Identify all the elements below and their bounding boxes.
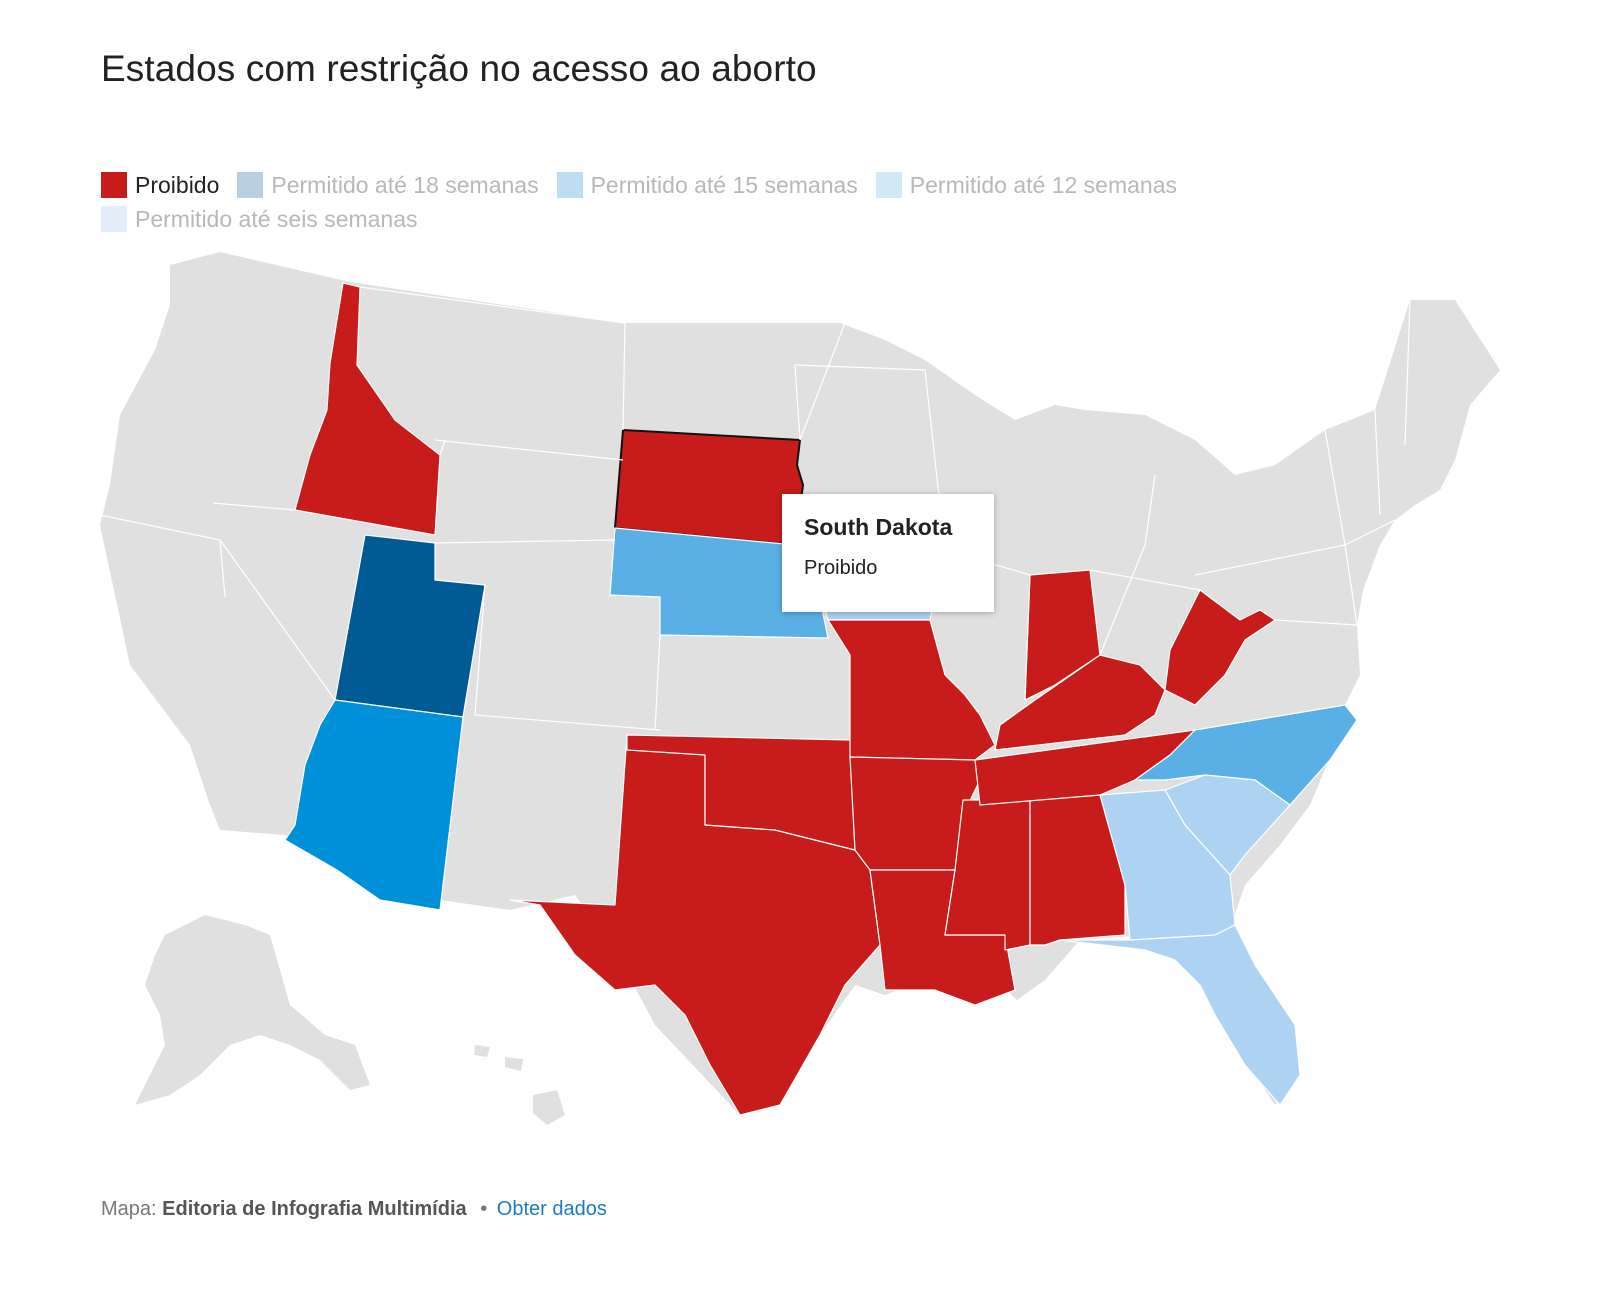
state-florida[interactable] [1059, 924, 1301, 1106]
legend-swatch [101, 172, 127, 198]
state-hawaii[interactable] [474, 1045, 565, 1125]
legend-item-seis-semanas[interactable]: Permitido até seis semanas [101, 202, 418, 236]
legend-swatch [237, 172, 264, 198]
state-missouri[interactable] [827, 619, 996, 761]
state-tooltip: South Dakota Proibido [782, 494, 994, 612]
legend-label: Proibido [135, 172, 220, 198]
legend-item-12-semanas[interactable]: Permitido até 12 semanas [875, 168, 1177, 202]
footer-source: Editoria de Infografia Multimídia [162, 1198, 467, 1220]
state-west-virginia[interactable] [1164, 589, 1276, 706]
legend: Proibido Permitido até 18 semanas Permitid… [101, 168, 1521, 236]
tooltip-status: Proibido [804, 557, 878, 579]
state-arizona[interactable] [284, 699, 464, 911]
legend-label: Permitido até 18 semanas [271, 172, 539, 198]
footer-separator: • [480, 1198, 488, 1220]
footer-prefix: Mapa: [101, 1198, 157, 1220]
legend-label: Permitido até 12 semanas [909, 172, 1177, 198]
us-map [99, 252, 1500, 1125]
legend-item-15-semanas[interactable]: Permitido até 15 semanas [556, 168, 858, 202]
legend-swatch [875, 172, 902, 198]
map-footer: Mapa: Editoria de Infografia Multimídia … [101, 1198, 607, 1221]
legend-label: Permitido até 15 semanas [590, 172, 858, 198]
state-borders [99, 286, 1411, 731]
legend-swatch [556, 172, 583, 198]
map-title: Estados com restrição no acesso ao abort… [101, 48, 817, 89]
state-alaska[interactable] [135, 915, 370, 1105]
legend-item-proibido[interactable]: Proibido [101, 168, 219, 202]
state-north-carolina[interactable] [1134, 704, 1358, 806]
legend-label: Permitido até seis semanas [135, 206, 418, 232]
state-south-dakota[interactable] [614, 429, 804, 546]
get-data-link[interactable]: Obter dados [496, 1198, 607, 1220]
legend-swatch [101, 206, 127, 232]
state-idaho[interactable] [294, 282, 441, 536]
legend-item-18-semanas[interactable]: Permitido até 18 semanas [237, 168, 539, 202]
tooltip-state-name: South Dakota [804, 514, 953, 540]
